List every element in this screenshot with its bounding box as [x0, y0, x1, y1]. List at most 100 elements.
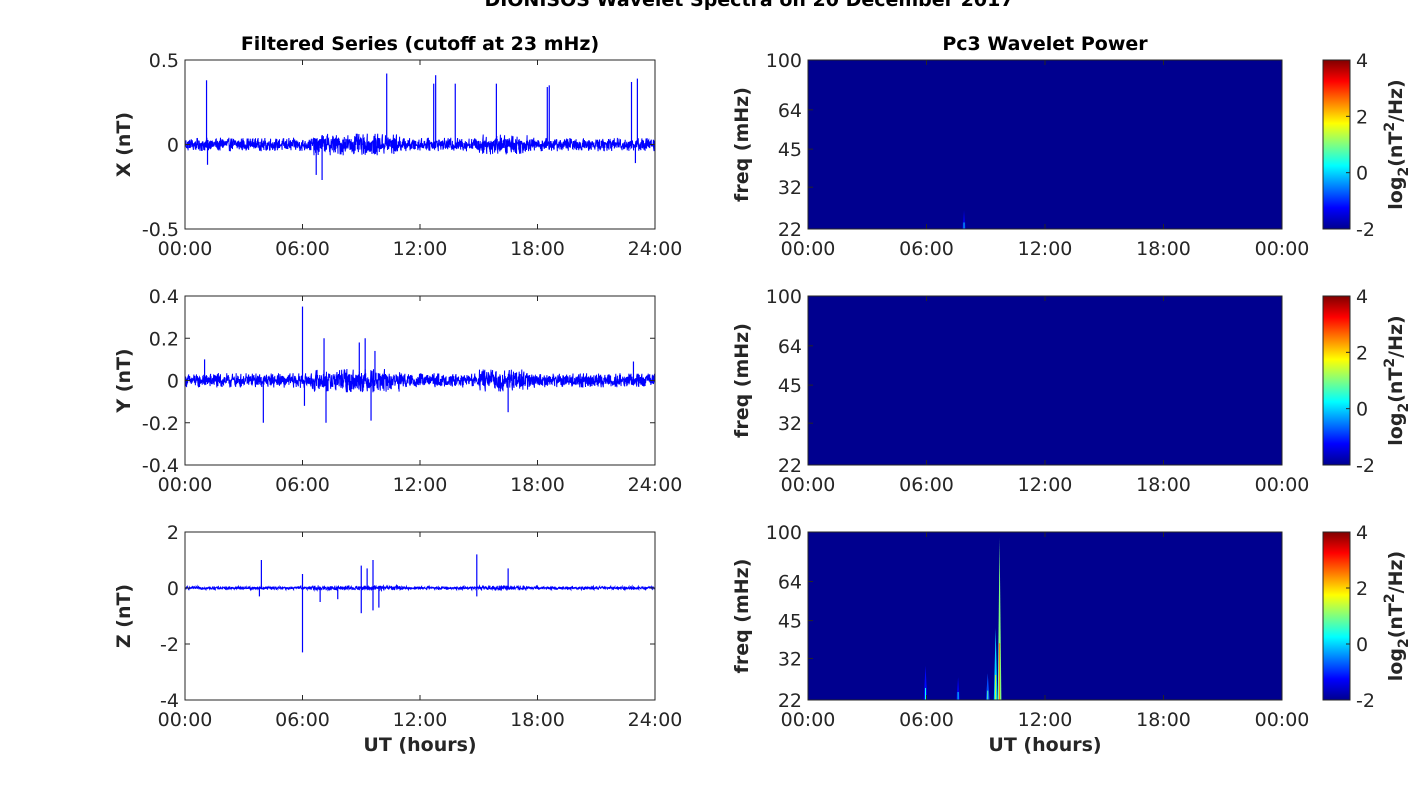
- y-tick-label: 64: [778, 336, 802, 358]
- colorbar-tick-label: -2: [1356, 690, 1375, 712]
- power-burst: [956, 677, 960, 700]
- colorbar-tick-label: 0: [1356, 399, 1368, 421]
- colorbar-tick-label: 0: [1356, 634, 1368, 656]
- colorbar: [1322, 295, 1351, 466]
- x-axis-label-left: UT (hours): [363, 734, 476, 756]
- y-tick-label: 0.4: [149, 286, 179, 308]
- ts-x-tick-label: 06:00: [275, 709, 330, 731]
- figure-suptitle: DIONISOS Wavelet Spectra on 20 December …: [484, 0, 1013, 11]
- power-burst: [923, 665, 928, 700]
- wp-x-tick-label: 06:00: [899, 238, 954, 260]
- ts-x-tick-label: 12:00: [393, 474, 448, 496]
- wp-x-tick-label: 00:00: [781, 474, 836, 496]
- wp-x-tick-label: 00:00: [1255, 474, 1310, 496]
- y-tick-label: 64: [778, 100, 802, 122]
- y-tick-label: 45: [778, 375, 802, 397]
- x-axis-label-right: UT (hours): [988, 734, 1101, 756]
- ts-x-tick-label: 06:00: [275, 238, 330, 260]
- wp-x-tick-label: 00:00: [1255, 709, 1310, 731]
- ts-x-tick-label: 12:00: [393, 238, 448, 260]
- y-tick-label: 45: [778, 139, 802, 161]
- colorbar-label: log2(nT2/Hz): [1382, 551, 1412, 681]
- power-burst: [997, 537, 1002, 700]
- y-tick-label: 0: [167, 135, 179, 157]
- left-column-title: Filtered Series (cutoff at 23 mHz): [241, 33, 599, 55]
- y-axis-label-x: X (nT): [113, 112, 135, 177]
- wp-x-tick-label: 18:00: [1136, 709, 1191, 731]
- y-tick-label: 32: [778, 648, 802, 670]
- ts-x-tick-label: 12:00: [393, 709, 448, 731]
- panels: 0.50-0.500:00 06:00 12:00 18:00 24:00X (nT)0…: [113, 50, 1412, 731]
- y-tick-label: 100: [766, 50, 802, 72]
- wp-x-tick-label: 12:00: [1018, 238, 1073, 260]
- wp-x-tick-label: 18:00: [1136, 474, 1191, 496]
- power-background: [808, 60, 1282, 229]
- y-tick-label: -0.2: [142, 413, 179, 435]
- y-tick-label: 64: [778, 572, 802, 594]
- ts-x-tick-label: 24:00: [628, 474, 683, 496]
- ts-x-tick-label: 24:00: [628, 238, 683, 260]
- y-axis-label-freq: freq (mHz): [731, 559, 753, 674]
- ts-x-tick-label: 18:00: [510, 238, 565, 260]
- wp-x-tick-label: 12:00: [1018, 474, 1073, 496]
- power-burst: [985, 673, 990, 700]
- series-trace-x: [184, 133, 656, 156]
- y-tick-label: 100: [766, 286, 802, 308]
- ts-x-tick-label: 24:00: [628, 709, 683, 731]
- timeseries-panel-y: 0.4 0.2 0 -0.2 -0.400:00 06:00 12:00 18:00 24:00…: [113, 286, 682, 496]
- colorbar-label: log2(nT2/Hz): [1382, 79, 1412, 209]
- colorbar-tick-label: 4: [1356, 286, 1368, 308]
- wp-x-tick-label: 00:00: [781, 238, 836, 260]
- y-tick-label: 0: [167, 578, 179, 600]
- y-tick-label: 0: [167, 371, 179, 393]
- y-tick-label: 45: [778, 611, 802, 633]
- colorbar-tick-label: 2: [1356, 578, 1368, 600]
- ts-x-tick-label: 00:00: [158, 474, 213, 496]
- y-tick-label: 22: [778, 455, 802, 477]
- y-tick-label: 32: [778, 413, 802, 435]
- y-tick-label: 0.2: [149, 328, 179, 350]
- y-tick-label: 32: [778, 177, 802, 199]
- series-trace-z: [184, 583, 656, 593]
- y-tick-label: 22: [778, 219, 802, 241]
- colorbar-label: log2(nT2/Hz): [1382, 315, 1412, 445]
- colorbar-tick-label: 4: [1356, 50, 1368, 72]
- power-background: [808, 296, 1282, 465]
- y-tick-label: -0.5: [142, 219, 179, 241]
- ts-x-tick-label: 18:00: [510, 709, 565, 731]
- plot-area: [185, 532, 655, 700]
- y-tick-label: -4: [160, 690, 179, 712]
- wp-x-tick-label: 06:00: [899, 709, 954, 731]
- power-burst: [993, 628, 998, 700]
- y-tick-label: -0.4: [142, 455, 179, 477]
- colorbar-tick-label: -2: [1356, 455, 1375, 477]
- colorbar-tick-label: 0: [1356, 163, 1368, 185]
- power-burst: [962, 210, 966, 229]
- wp-x-tick-label: 18:00: [1136, 238, 1191, 260]
- colorbar-tick-label: 4: [1356, 522, 1368, 544]
- ts-x-tick-label: 00:00: [158, 238, 213, 260]
- wp-x-tick-label: 00:00: [781, 709, 836, 731]
- y-axis-label-freq: freq (mHz): [731, 87, 753, 202]
- y-tick-label: 100: [766, 522, 802, 544]
- ts-x-tick-label: 06:00: [275, 474, 330, 496]
- ts-x-tick-label: 00:00: [158, 709, 213, 731]
- y-tick-label: 22: [778, 690, 802, 712]
- timeseries-panel-x: 0.5 0 -0.500:00 06:00 12:00 18:00 24:00 X (nT): [113, 50, 682, 260]
- colorbar: [1322, 531, 1351, 701]
- wp-x-tick-label: 12:00: [1018, 709, 1073, 731]
- y-tick-label: 2: [167, 522, 179, 544]
- colorbar-tick-label: 2: [1356, 106, 1368, 128]
- y-axis-label-y: Y (nT): [113, 348, 135, 413]
- power-background: [808, 532, 1282, 700]
- colorbar-tick-label: 2: [1356, 342, 1368, 364]
- ts-x-tick-label: 18:00: [510, 474, 565, 496]
- wp-x-tick-label: 00:00: [1255, 238, 1310, 260]
- timeseries-panel-z: 2 0 -2 -400:00 06:00 12:00 18:00 24:00 Z (nT): [113, 522, 682, 731]
- colorbar: [1322, 59, 1351, 230]
- wp-x-tick-label: 06:00: [899, 474, 954, 496]
